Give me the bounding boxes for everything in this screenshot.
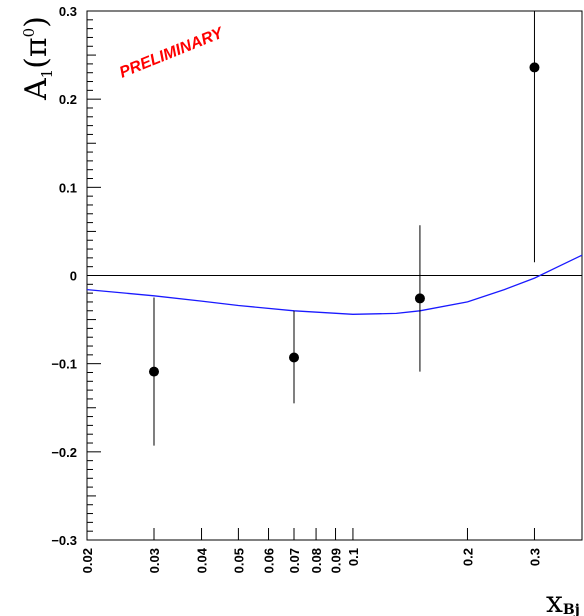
x-tick-label: 0.3: [527, 548, 542, 566]
svg-text:A1(π0): A1(π0): [19, 16, 56, 101]
y-axis-title: A1(π0): [19, 16, 56, 101]
y-tick-label: −0.3: [51, 533, 77, 548]
x-tick-label: 0.04: [195, 547, 210, 573]
model-curve: [86, 254, 583, 315]
model-curve-layer: [86, 254, 583, 315]
y-tick-label: 0.2: [59, 92, 77, 107]
y-tick-label: 0.3: [59, 4, 77, 19]
x-tick-label: 0.09: [329, 548, 344, 573]
data-point: [148, 366, 159, 377]
x-tick-label: 0.1: [346, 548, 361, 566]
data-point: [414, 293, 425, 304]
x-tick-label: 0.2: [460, 548, 475, 566]
y-tick-label: 0: [70, 269, 77, 284]
data-point: [289, 352, 300, 363]
x-tick-label: 0.02: [80, 548, 95, 573]
ticks: [86, 10, 583, 541]
x-tick-label: 0.06: [262, 548, 277, 573]
preliminary-annotation: PRELIMINARY: [117, 24, 227, 81]
x-tick-label: 0.03: [147, 548, 162, 573]
y-tick-label: −0.1: [51, 357, 77, 372]
x-tick-label: 0.07: [287, 548, 302, 573]
y-tick-label: 0.1: [59, 180, 77, 195]
x-tick-label: 0.08: [309, 548, 324, 573]
tick-labels: −0.3 −0.2 −0.1 0 0.1 0.2 0.3 0.02 0.03 0.04 0.05 0.…: [51, 4, 542, 573]
data-points-layer: [148, 11, 540, 446]
y-tick-label: −0.2: [51, 445, 77, 460]
axes: [86, 10, 583, 541]
svg-text:xBj: xBj: [546, 585, 580, 616]
data-point: [529, 62, 540, 73]
x-axis-title: xBj: [546, 585, 580, 616]
x-tick-label: 0.05: [231, 548, 246, 573]
